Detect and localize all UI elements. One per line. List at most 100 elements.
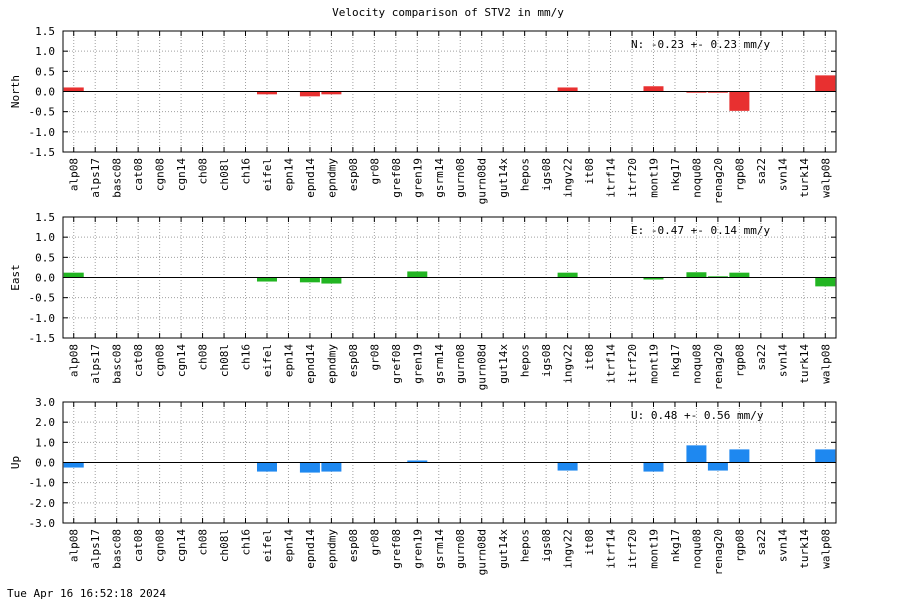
x-tick-label: mont19 [647,158,660,198]
bar-renag20 [707,462,728,471]
y-tick-label: 0.0 [35,272,55,285]
x-tick-label: ch08l [218,158,231,191]
bar-noqu08 [686,272,707,278]
x-tick-label: gref08 [390,344,403,384]
y-tick-label: 0.5 [35,65,55,78]
x-tick-label: gurn08 [454,529,467,569]
x-tick-label: epn14 [282,529,295,562]
x-tick-label: ingv22 [562,158,575,198]
x-tick-label: basc08 [111,344,124,384]
x-tick-label: epn14 [282,158,295,191]
x-tick-label: esp08 [347,344,360,377]
x-tick-label: basc08 [111,529,124,569]
y-tick-label: 2.0 [35,416,55,429]
bar-ingv22 [557,87,578,92]
x-tick-label: hepos [519,158,532,191]
y-tick-label: -2.0 [29,497,56,510]
x-tick-label: alp08 [68,158,81,191]
y-tick-label: 1.0 [35,231,55,244]
bar-walp08 [815,75,836,92]
bar-eifel [256,277,277,282]
x-tick-label: itrf20 [626,529,639,569]
x-tick-label: itrf14 [605,529,618,569]
x-tick-label: igs08 [540,529,553,562]
x-tick-label: cgn14 [175,529,188,562]
x-tick-label: walp08 [819,529,832,569]
bar-mont19 [643,277,664,280]
x-tick-label: gren19 [411,158,424,198]
x-tick-label: epndmy [325,344,338,384]
x-tick-label: gr08 [368,158,381,185]
x-tick-label: gren19 [411,344,424,384]
x-tick-label: cat08 [132,158,145,191]
x-tick-label: rgp08 [733,158,746,191]
x-tick-label: itrf20 [626,344,639,384]
x-tick-label: gr08 [368,344,381,371]
y-tick-label: 1.5 [35,211,55,224]
x-tick-label: epndmy [325,529,338,569]
x-tick-label: eifel [261,158,274,191]
bar-noqu08 [686,445,707,463]
panel-annotation: N: -0.23 +- 0.23 mm/y [631,38,770,51]
x-tick-label: itrf14 [605,344,618,384]
panel-up: 3.0 2.0 1.0 0.0 -1.0 -2.0 -3.0 alp08 alps17 basc0… [9,396,837,575]
y-tick-label: -1.5 [29,146,56,159]
footer-timestamp: Tue Apr 16 16:52:18 2024 [7,587,166,600]
x-tick-label: alp08 [68,529,81,562]
x-tick-label: renag20 [712,529,725,575]
x-tick-label: mont19 [647,344,660,384]
x-tick-label: it08 [583,344,596,371]
x-tick-label: cgn08 [154,344,167,377]
x-tick-label: itrf14 [605,158,618,198]
bar-alp08 [63,462,84,468]
x-tick-label: cat08 [132,344,145,377]
bar-renag20 [707,276,728,278]
bar-rgp08 [729,449,750,463]
x-tick-label: turk14 [798,158,811,198]
x-tick-label: renag20 [712,158,725,204]
x-tick-label: rgp08 [733,344,746,377]
x-tick-label: turk14 [798,529,811,569]
x-tick-label: igs08 [540,344,553,377]
x-tick-label: eifel [261,529,274,562]
bar-walp08 [815,449,836,463]
x-tick-label: svn14 [776,529,789,562]
x-tick-label: turk14 [798,344,811,384]
y-axis-label: North [9,75,22,108]
x-tick-label: gurn08d [476,158,489,204]
x-tick-label: igs08 [540,158,553,191]
panel-north: 1.5 1.0 0.5 0.0 -0.5 -1.0 -1.5 alp08 alps17 basc0… [9,25,837,204]
bar-epnd14 [299,462,320,473]
x-tick-label: hepos [519,344,532,377]
x-tick-label: cgn14 [175,344,188,377]
y-tick-label: 3.0 [35,396,55,409]
x-tick-label: walp08 [819,344,832,384]
x-tick-label: epnd14 [304,344,317,384]
x-tick-label: ingv22 [562,344,575,384]
x-tick-label: itrf20 [626,158,639,198]
x-tick-label: svn14 [776,158,789,191]
x-tick-label: noqu08 [690,529,703,569]
plot-frame [62,216,837,339]
x-tick-label: ch08 [197,344,210,371]
x-tick-label: alps17 [89,158,102,198]
bar-epndmy [321,91,342,95]
x-tick-label: esp08 [347,158,360,191]
x-tick-label: gurn08 [454,158,467,198]
y-tick-label: 1.0 [35,436,55,449]
x-tick-label: epn14 [282,344,295,377]
x-tick-label: rgp08 [733,529,746,562]
x-tick-label: walp08 [819,158,832,198]
x-tick-label: sa22 [755,158,768,185]
x-tick-label: ingv22 [562,529,575,569]
x-tick-label: hepos [519,529,532,562]
x-tick-label: alps17 [89,529,102,569]
bar-gren19 [407,271,428,278]
x-tick-label: noqu08 [690,158,703,198]
x-tick-label: gref08 [390,529,403,569]
x-tick-label: epndmy [325,158,338,198]
bar-epndmy [321,277,342,284]
x-tick-label: eifel [261,344,274,377]
x-tick-label: cgn08 [154,529,167,562]
bar-renag20 [707,91,728,93]
